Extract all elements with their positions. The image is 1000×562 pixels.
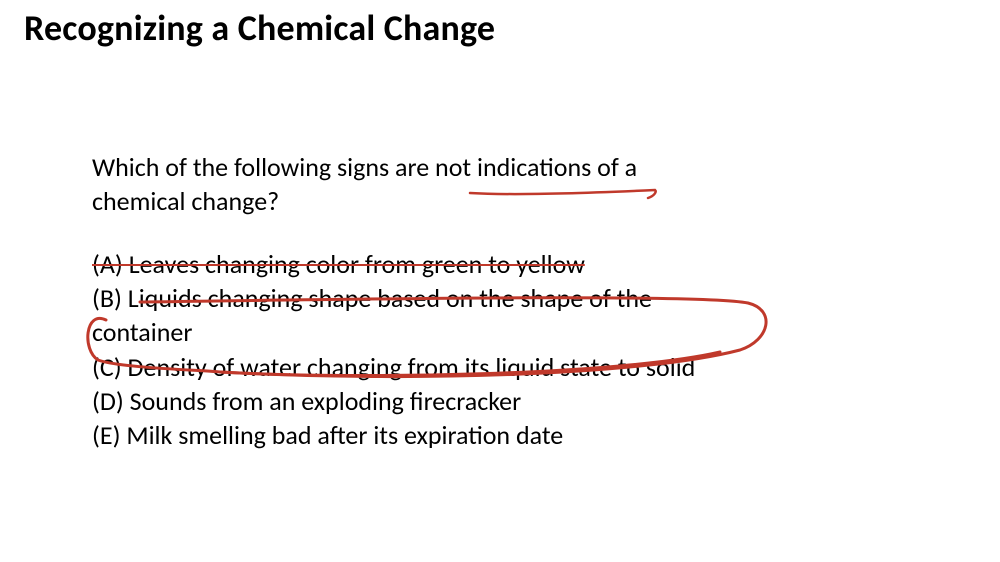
question-underlined-phrase: not indications [435,151,591,183]
option-b-line2: container [92,315,892,349]
option-b-line1: (B) Liquids changing shape based on the … [92,281,892,315]
question-text: Which of the following signs are not ind… [92,150,892,219]
option-d: (D) Sounds from an exploding firecracker [92,384,892,418]
question-part-2: of a [591,151,637,183]
question-part-3: chemical change? [92,185,279,217]
answer-options: (A) Leaves changing color from green to … [92,247,892,453]
slide: Recognizing a Chemical Change Which of t… [0,0,1000,562]
slide-title: Recognizing a Chemical Change [24,6,495,50]
option-c: (C) Density of water changing from its l… [92,350,892,384]
question-part-1: Which of the following signs are [92,151,435,183]
slide-body: Which of the following signs are not ind… [92,150,892,453]
option-a: (A) Leaves changing color from green to … [92,247,892,281]
option-e: (E) Milk smelling bad after its expirati… [92,418,892,452]
